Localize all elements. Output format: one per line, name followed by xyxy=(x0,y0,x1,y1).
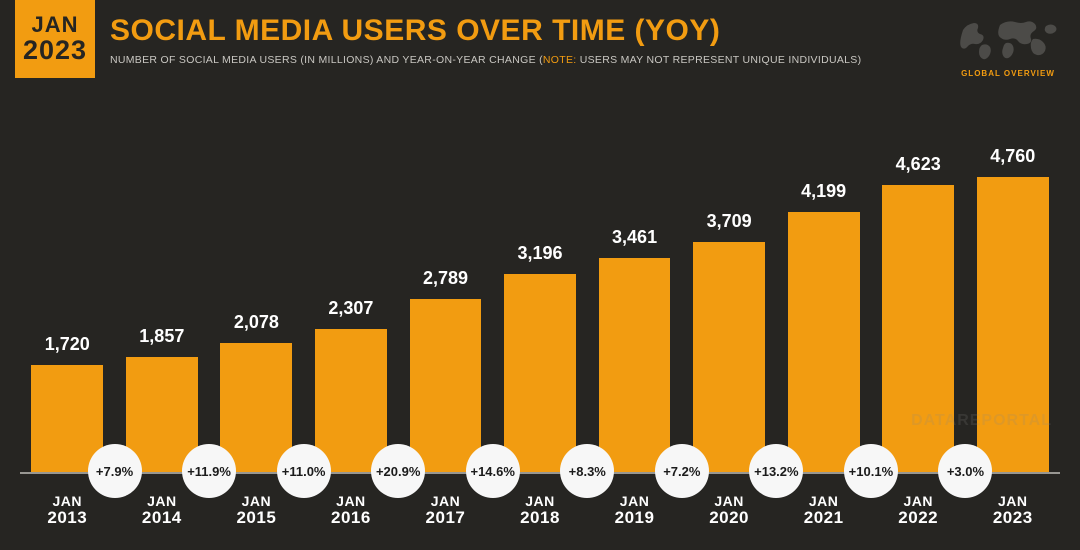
axis-label-month: JAN xyxy=(493,494,588,509)
bar xyxy=(599,258,671,472)
axis-label-year: 2020 xyxy=(682,509,777,528)
axis-label-year: 2023 xyxy=(965,509,1060,528)
axis-label: JAN2015 xyxy=(209,494,304,528)
axis-label: JAN2020 xyxy=(682,494,777,528)
bar-value-label: 3,709 xyxy=(682,211,777,232)
date-badge-month: JAN xyxy=(31,13,78,36)
axis-label: JAN2016 xyxy=(304,494,399,528)
watermark: DATAREPORTAL xyxy=(911,412,1052,430)
axis-label-month: JAN xyxy=(871,494,966,509)
axis-label-month: JAN xyxy=(304,494,399,509)
chart-columns: 1,720JAN20131,857JAN20142,078JAN20152,30… xyxy=(20,112,1060,532)
bar xyxy=(315,329,387,472)
axis-label-month: JAN xyxy=(115,494,210,509)
axis-label-month: JAN xyxy=(776,494,871,509)
subtitle-note: NOTE: xyxy=(543,54,577,66)
axis-label: JAN2023 xyxy=(965,494,1060,528)
yoy-badge: +7.2% xyxy=(655,444,709,498)
axis-label-year: 2019 xyxy=(587,509,682,528)
yoy-badge: +7.9% xyxy=(88,444,142,498)
date-badge: JAN 2023 xyxy=(15,0,95,78)
bar-value-label: 2,078 xyxy=(209,312,304,333)
bar-value-label: 4,623 xyxy=(871,154,966,175)
yoy-badge: +10.1% xyxy=(844,444,898,498)
bar-value-label: 2,789 xyxy=(398,268,493,289)
bar-chart: 1,720JAN20131,857JAN20142,078JAN20152,30… xyxy=(20,112,1060,532)
axis-label-month: JAN xyxy=(20,494,115,509)
axis-label: JAN2017 xyxy=(398,494,493,528)
axis-label: JAN2014 xyxy=(115,494,210,528)
bar-value-label: 2,307 xyxy=(304,298,399,319)
bar-value-label: 4,199 xyxy=(776,181,871,202)
world-map-block: GLOBAL OVERVIEW xyxy=(958,16,1058,78)
axis-label: JAN2013 xyxy=(20,494,115,528)
yoy-badge: +11.9% xyxy=(182,444,236,498)
bar-value-label: 1,857 xyxy=(115,326,210,347)
bar-value-label: 4,760 xyxy=(965,146,1060,167)
bar xyxy=(220,343,292,472)
axis-label-year: 2021 xyxy=(776,509,871,528)
axis-label: JAN2018 xyxy=(493,494,588,528)
axis-label: JAN2019 xyxy=(587,494,682,528)
bar xyxy=(504,274,576,472)
bar-value-label: 1,720 xyxy=(20,334,115,355)
yoy-badge: +8.3% xyxy=(560,444,614,498)
world-caption: GLOBAL OVERVIEW xyxy=(958,69,1058,78)
axis-label-year: 2013 xyxy=(20,509,115,528)
page-title: SOCIAL MEDIA USERS OVER TIME (YOY) xyxy=(110,14,950,48)
yoy-badge: +13.2% xyxy=(749,444,803,498)
axis-label-year: 2016 xyxy=(304,509,399,528)
axis-label: JAN2022 xyxy=(871,494,966,528)
axis-label-month: JAN xyxy=(398,494,493,509)
date-badge-year: 2023 xyxy=(23,36,87,64)
world-map-icon xyxy=(958,49,1058,66)
yoy-badge: +11.0% xyxy=(277,444,331,498)
title-block: SOCIAL MEDIA USERS OVER TIME (YOY) NUMBE… xyxy=(110,14,950,66)
bar xyxy=(788,212,860,472)
axis-label-month: JAN xyxy=(587,494,682,509)
yoy-badge: +20.9% xyxy=(371,444,425,498)
axis-label-month: JAN xyxy=(682,494,777,509)
axis-label: JAN2021 xyxy=(776,494,871,528)
subtitle-post: USERS MAY NOT REPRESENT UNIQUE INDIVIDUA… xyxy=(576,54,861,66)
axis-label-month: JAN xyxy=(965,494,1060,509)
subtitle-pre: NUMBER OF SOCIAL MEDIA USERS (IN MILLION… xyxy=(110,54,543,66)
yoy-badge: +14.6% xyxy=(466,444,520,498)
bar xyxy=(693,242,765,472)
bar xyxy=(410,299,482,472)
bar-value-label: 3,461 xyxy=(587,227,682,248)
axis-label-year: 2014 xyxy=(115,509,210,528)
axis-label-month: JAN xyxy=(209,494,304,509)
bar-value-label: 3,196 xyxy=(493,243,588,264)
axis-label-year: 2015 xyxy=(209,509,304,528)
axis-label-year: 2018 xyxy=(493,509,588,528)
axis-label-year: 2022 xyxy=(871,509,966,528)
axis-label-year: 2017 xyxy=(398,509,493,528)
page-subtitle: NUMBER OF SOCIAL MEDIA USERS (IN MILLION… xyxy=(110,54,950,66)
